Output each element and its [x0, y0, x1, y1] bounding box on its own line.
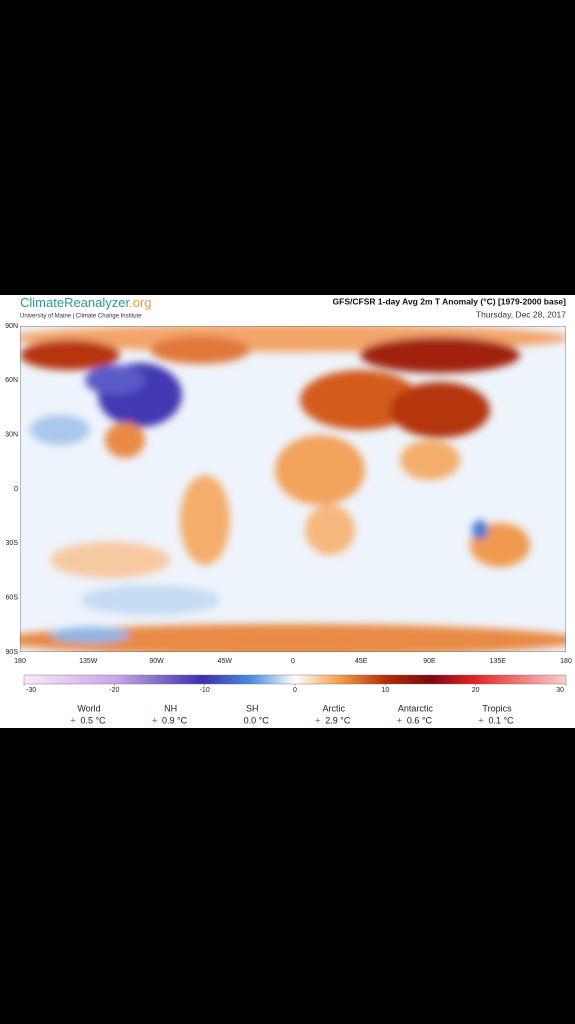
stat-sign: + — [478, 715, 483, 725]
stat-value: 0.0 °C — [244, 715, 270, 725]
lon-label: 135W — [79, 658, 98, 665]
stat-name: Antarctic — [398, 703, 434, 713]
colorbar-tick-label: -10 — [200, 687, 210, 694]
lon-label: 90W — [149, 658, 164, 665]
lon-label: 180 — [560, 658, 572, 665]
colorbar-tick-label: -20 — [109, 687, 119, 694]
map — [20, 326, 566, 652]
stat-name: World — [77, 703, 100, 713]
colorbar-tick-label: -30 — [26, 687, 36, 694]
stat-sign: + — [70, 715, 75, 725]
stat-sign: + — [397, 715, 402, 725]
lat-label: 60N — [5, 377, 18, 384]
stat-name: Tropics — [482, 703, 512, 713]
date: Thursday, Dec 28, 2017 — [476, 309, 566, 319]
stat-value: 0.9 °C — [162, 715, 188, 725]
stat-name: NH — [164, 703, 177, 713]
colorbar-tick-label: 30 — [556, 687, 564, 694]
stat-value: 2.9 °C — [325, 715, 351, 725]
lon-label: 180 — [14, 658, 26, 665]
lat-label: 90S — [6, 649, 19, 656]
lat-label: 30S — [6, 540, 19, 547]
stat-value: 0.5 °C — [80, 715, 106, 725]
colorbar-tick-label: 10 — [381, 687, 389, 694]
lat-label: 90N — [5, 323, 18, 330]
colorbar — [23, 674, 567, 685]
lon-label: 135E — [490, 658, 507, 665]
stat-name: SH — [246, 703, 259, 713]
lon-label: 0 — [291, 658, 295, 665]
stat-value: 0.1 °C — [488, 715, 514, 725]
map-title: GFS/CFSR 1-day Avg 2m T Anomaly (°C) [19… — [333, 296, 567, 306]
lat-label: 0 — [14, 486, 18, 493]
colorbar-tick-label: 20 — [472, 687, 480, 694]
stat-sign: + — [315, 715, 320, 725]
lon-label: 90E — [423, 658, 436, 665]
stat-value: 0.6 °C — [407, 715, 433, 725]
affiliation: University of Maine | Climate Change Ins… — [20, 314, 142, 320]
lat-label: 30N — [5, 432, 18, 439]
colorbar-tick-label: 0 — [293, 687, 297, 694]
stat-name: Arctic — [323, 703, 346, 713]
brand: ClimateReanalyzer.org — [20, 295, 152, 310]
lon-label: 45E — [355, 658, 368, 665]
stat-sign: + — [152, 715, 157, 725]
lon-label: 45W — [218, 658, 233, 665]
lat-label: 60S — [6, 595, 19, 602]
